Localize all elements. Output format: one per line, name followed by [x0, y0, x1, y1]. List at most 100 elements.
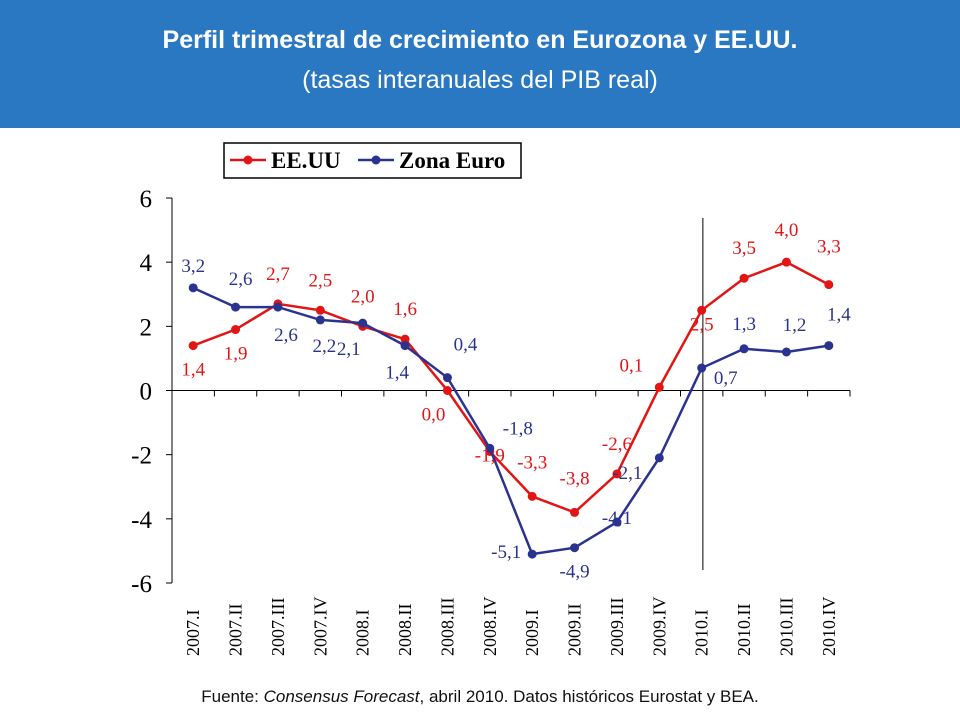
data-label: -3,8: [560, 468, 590, 489]
y-tick-label: -4: [131, 507, 152, 534]
data-point: [188, 341, 198, 351]
data-label: 1,6: [393, 299, 417, 320]
data-point: [231, 325, 241, 335]
x-tick-label: 2010.I: [692, 610, 712, 657]
y-tick-label: 0: [140, 379, 153, 406]
series-us: [188, 257, 834, 517]
data-label: 2,5: [308, 270, 332, 291]
data-label: -3,3: [517, 452, 547, 473]
data-label: -1,9: [475, 445, 505, 466]
data-label: 2,0: [351, 286, 375, 307]
data-label: 3,3: [817, 237, 841, 258]
x-tick-label: 2007.III: [268, 598, 288, 656]
data-label: 1,4: [181, 360, 205, 381]
data-label: 2,7: [266, 264, 290, 285]
source-note: Fuente: Consensus Forecast, abril 2010. …: [0, 687, 960, 707]
y-tick-label: 4: [140, 250, 153, 277]
data-point: [824, 341, 834, 351]
data-point: [697, 305, 707, 315]
y-tick-label: -6: [131, 571, 152, 598]
legend-label: EE.UU: [271, 148, 341, 173]
source-publication: Consensus Forecast: [263, 687, 420, 706]
data-label: 2,1: [337, 339, 361, 360]
data-point: [697, 363, 707, 373]
data-label: 3,2: [181, 256, 205, 277]
data-label: 2,5: [690, 314, 714, 335]
data-point: [400, 341, 410, 351]
data-label: 1,4: [827, 305, 851, 326]
data-label: 1,3: [732, 314, 756, 335]
data-point: [739, 273, 749, 283]
data-label: 2,6: [229, 269, 253, 290]
legend-label: Zona Euro: [399, 148, 505, 173]
title-banner: Perfil trimestral de crecimiento en Euro…: [0, 0, 960, 128]
source-prefix: Fuente:: [201, 687, 264, 706]
page-subtitle: (tasas interanuales del PIB real): [302, 66, 658, 94]
x-tick-label: 2009.II: [565, 604, 585, 657]
data-point: [485, 443, 495, 453]
x-tick-label: 2009.I: [522, 610, 542, 657]
source-suffix: , abril 2010. Datos históricos Eurostat …: [419, 687, 759, 706]
data-label: 3,5: [732, 238, 756, 259]
data-point: [315, 315, 325, 325]
legend: EE.UU Zona Euro: [223, 142, 522, 179]
data-label: 1,9: [224, 344, 248, 365]
x-tick-label: 2009.IV: [649, 597, 669, 657]
data-label: -5,1: [491, 542, 521, 563]
y-tick-label: -2: [131, 443, 152, 470]
x-tick-label: 2008.IV: [480, 597, 500, 657]
data-point: [612, 469, 622, 479]
data-label: -4,9: [560, 562, 590, 583]
data-label: 2,6: [274, 325, 298, 346]
series-group: [188, 257, 834, 559]
y-tick-label: 6: [140, 186, 153, 213]
data-label: 1,4: [385, 363, 409, 384]
data-point: [442, 386, 452, 395]
legend-marker: [371, 155, 381, 165]
data-point: [527, 491, 537, 501]
data-point: [824, 280, 834, 290]
data-point: [570, 543, 580, 553]
data-point: [570, 507, 580, 517]
data-point: [781, 257, 791, 267]
series-euro: [188, 283, 834, 559]
data-label: 4,0: [775, 220, 799, 241]
series-line: [192, 286, 829, 556]
data-label: -2,6: [602, 434, 632, 455]
data-label: 1,2: [783, 315, 807, 336]
data-label: 0,7: [714, 368, 738, 389]
data-label: 2,2: [312, 336, 336, 357]
data-point: [400, 334, 410, 344]
x-tick-label: 2008.I: [353, 610, 373, 657]
data-point: [315, 305, 325, 315]
data-label: -1,8: [503, 418, 533, 439]
data-label: 0,1: [619, 355, 643, 376]
data-point: [781, 347, 791, 357]
x-tick-label: 2008.II: [395, 604, 415, 657]
x-tick-label: 2008.III: [437, 598, 457, 656]
legend-marker: [243, 155, 253, 165]
data-point: [231, 302, 241, 312]
data-label: -4,1: [602, 508, 632, 529]
series-line: [192, 260, 830, 514]
growth-line-chart: 6 4 2 0 -2 -4 -6 2007.I 2007.II 2007.III 2007.IV 20…: [131, 142, 851, 657]
data-point: [527, 549, 537, 559]
x-tick-label: 2010.II: [734, 604, 754, 657]
x-tick-label: 2009.III: [607, 598, 627, 656]
y-tick-label: 2: [140, 314, 153, 341]
data-point: [654, 382, 664, 392]
data-label: -2,1: [612, 463, 642, 484]
x-tick-label: 2007.IV: [310, 597, 330, 657]
data-point: [442, 373, 452, 383]
axes: 6 4 2 0 -2 -4 -6 2007.I 2007.II 2007.III 2007.IV 20…: [131, 186, 851, 657]
x-tick-label: 2010.III: [776, 598, 796, 656]
data-point: [358, 318, 368, 328]
data-point: [188, 283, 198, 293]
x-tick-label: 2007.I: [183, 610, 203, 657]
page-title: Perfil trimestral de crecimiento en Euro…: [162, 26, 798, 54]
data-labels: 1,4 1,9 2,7 2,5 2,0 1,6 0,0 -1,9 -3,3 -3,8 -2,6 0,1…: [181, 220, 851, 583]
data-point: [739, 344, 749, 354]
x-tick-label: 2007.II: [226, 604, 246, 657]
data-point: [273, 302, 283, 312]
x-tick-label: 2010.IV: [819, 597, 839, 657]
